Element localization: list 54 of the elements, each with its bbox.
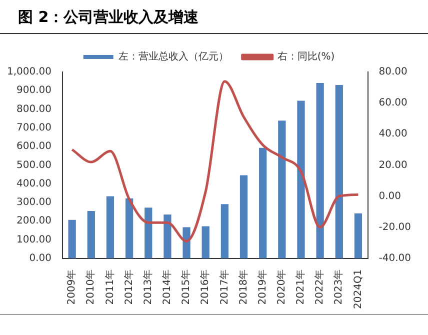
- x-tick-label: 2013年: [142, 269, 154, 305]
- bar: [354, 213, 362, 258]
- bar: [202, 226, 210, 258]
- bar: [164, 214, 172, 258]
- x-tick-label: 2014年: [161, 269, 174, 305]
- bar: [240, 175, 248, 258]
- bar: [87, 210, 95, 258]
- x-tick-label: 2010年: [84, 269, 97, 305]
- legend-label: 左：营业总收入（亿元）: [118, 50, 228, 63]
- bar: [220, 204, 228, 258]
- y-tick-label: 0.00: [29, 252, 52, 264]
- x-tick-label: 2024Q1: [352, 269, 364, 310]
- bar: [278, 120, 286, 258]
- y-tick-label: 400.00: [16, 178, 52, 190]
- y-tick-label: 300.00: [16, 197, 52, 208]
- y-tick-label: 1,000.00: [7, 66, 52, 78]
- y-tick-label: 600.00: [16, 141, 52, 152]
- y-tick-label: 500.00: [16, 160, 52, 171]
- y-tick-label: 100.00: [16, 234, 52, 246]
- x-tick-label: 2017年: [218, 269, 230, 305]
- y2-tick-label: 60.00: [378, 98, 408, 109]
- chart-title: 图 2：公司营业收入及增速: [0, 0, 428, 34]
- bar: [335, 85, 343, 258]
- x-tick-label: 2022年: [314, 269, 326, 305]
- y-tick-label: 900.00: [16, 85, 52, 96]
- bar: [182, 227, 190, 258]
- bar: [125, 198, 134, 258]
- x-tick-label: 2009年: [66, 269, 78, 305]
- bar: [68, 220, 76, 258]
- y2-tick-label: 0.00: [378, 190, 402, 202]
- bar: [106, 196, 114, 258]
- x-tick-label: 2019年: [256, 269, 268, 305]
- bar: [316, 82, 324, 258]
- x-tick-label: 2016年: [199, 269, 212, 305]
- y-tick-label: 200.00: [16, 216, 52, 227]
- x-tick-label: 2015年: [180, 269, 192, 305]
- x-tick-label: 2021年: [294, 269, 307, 305]
- y2-tick-label: -40.00: [378, 252, 412, 264]
- line-series: [70, 80, 360, 242]
- x-tick-label: 2011年: [104, 269, 116, 305]
- bar: [259, 148, 267, 258]
- y2-tick-label: 40.00: [378, 128, 408, 140]
- y-tick-label: 800.00: [16, 104, 52, 115]
- legend-label: 右：同比(%): [277, 50, 335, 63]
- x-tick-label: 2012年: [122, 269, 135, 305]
- x-tick-label: 2018年: [237, 269, 250, 305]
- y2-tick-label: -20.00: [378, 222, 412, 233]
- y2-tick-label: 80.00: [378, 66, 408, 78]
- bar: [297, 100, 305, 258]
- y2-tick-label: 20.00: [378, 160, 408, 171]
- x-tick-label: 2020年: [276, 269, 288, 305]
- x-tick-label: 2023年: [332, 269, 345, 305]
- y-tick-label: 700.00: [16, 122, 52, 134]
- bar: [144, 208, 152, 258]
